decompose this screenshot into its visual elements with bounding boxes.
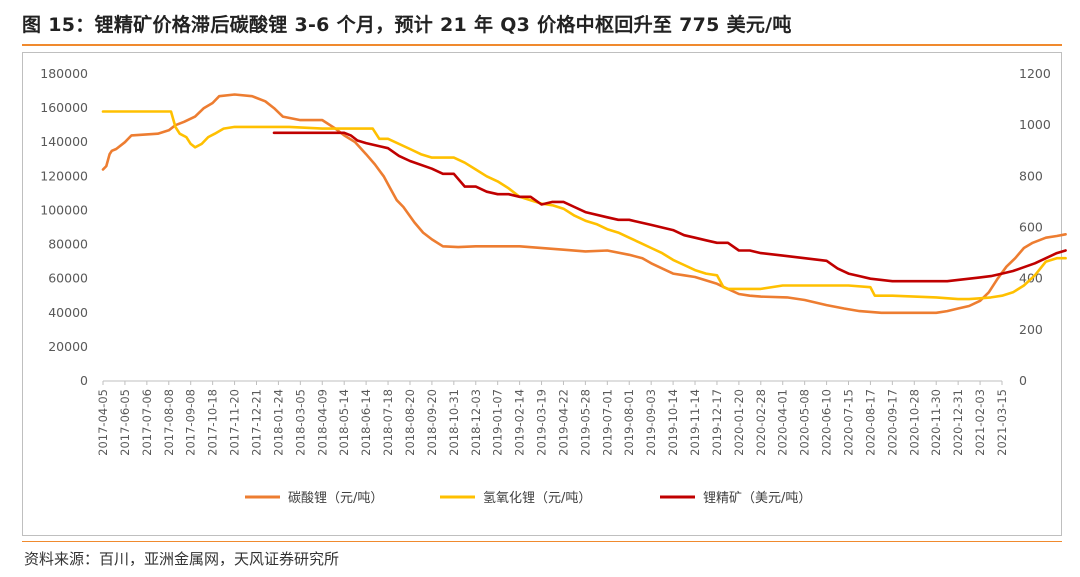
x-tick-label: 2018-09-20: [425, 389, 439, 456]
x-tick-label: 2019-09-03: [644, 389, 658, 456]
y-left-tick-label: 0: [80, 373, 88, 388]
x-tick-label: 2018-01-24: [271, 389, 285, 456]
x-tick-label: 2018-07-18: [381, 389, 395, 456]
y-right-tick-label: 0: [1019, 373, 1027, 388]
x-tick-label: 2020-10-28: [907, 389, 921, 456]
series-layer: [101, 93, 1067, 315]
page-title: 图 15：锂精矿价格滞后碳酸锂 3-6 个月，预计 21 年 Q3 价格中枢回升…: [22, 14, 792, 36]
y-left-tick-label: 160000: [40, 100, 88, 115]
x-tick-label: 2020-04-01: [776, 389, 790, 456]
x-tick-label: 2019-07-01: [600, 389, 614, 456]
x-tick-label: 2019-10-14: [666, 389, 680, 456]
x-tick-label: 2018-10-31: [447, 389, 461, 456]
x-tick-label: 2017-06-05: [118, 389, 132, 456]
y-left-tick-label: 140000: [40, 134, 88, 149]
y-left-tick-label: 60000: [48, 271, 88, 286]
x-tick-label: 2017-11-20: [228, 389, 242, 456]
x-tick-label: 2020-06-10: [820, 389, 834, 456]
footer-rule: [22, 541, 1062, 542]
x-tick-label: 2017-09-08: [184, 389, 198, 456]
x-tick-label: 2018-08-20: [403, 389, 417, 456]
x-tick-label: 2017-04-05: [96, 389, 110, 456]
y-right-tick-label: 1200: [1019, 66, 1051, 81]
x-tick-label: 2021-02-03: [973, 389, 987, 456]
chart-frame: [22, 52, 1062, 536]
x-axis: 2017-04-05 2017-06-05 2017-07-06 2017-08-08…: [96, 380, 1009, 456]
series-line-lithium-carbonate: [101, 93, 1067, 315]
x-tick-label: 2019-11-14: [688, 389, 702, 456]
x-tick-label: 2021-03-15: [995, 389, 1009, 456]
x-tick-label: 2019-03-19: [535, 389, 549, 456]
x-tick-label: 2020-12-31: [951, 389, 965, 456]
y-right-tick-label: 1000: [1019, 117, 1051, 132]
left-axis: 0 20000 40000 60000 80000 100000 120000 140000 1…: [40, 66, 88, 388]
x-tick-label: 2020-11-30: [929, 389, 943, 456]
x-tick-label: 2019-02-14: [513, 389, 527, 456]
series-line-spodumene: [272, 131, 1067, 283]
x-tick-label: 2018-03-05: [293, 389, 307, 456]
x-tick-label: 2017-12-21: [249, 389, 263, 456]
y-left-tick-label: 20000: [48, 339, 88, 354]
y-right-tick-label: 800: [1019, 168, 1043, 183]
y-right-tick-label: 600: [1019, 220, 1043, 235]
y-left-tick-label: 100000: [40, 202, 88, 217]
x-tick-label: 2019-04-22: [556, 389, 570, 456]
y-left-tick-label: 180000: [40, 66, 88, 81]
x-tick-label: 2019-01-07: [491, 389, 505, 456]
y-left-tick-label: 40000: [48, 305, 88, 320]
x-tick-label: 2017-10-18: [206, 389, 220, 456]
title-rule: [22, 44, 1062, 46]
x-tick-label: 2018-04-09: [315, 389, 329, 456]
legend-label-spodumene: 锂精矿（美元/吨）: [703, 491, 811, 506]
x-tick-label: 2019-12-17: [710, 389, 724, 456]
x-tick-label: 2017-07-06: [140, 389, 154, 456]
source-note: 资料来源：百川，亚洲金属网，天风证券研究所: [24, 550, 340, 568]
x-tick-label: 2019-05-28: [578, 389, 592, 456]
x-tick-label: 2020-02-28: [754, 389, 768, 456]
x-tick-label: 2020-08-17: [863, 389, 877, 456]
y-left-tick-label: 120000: [40, 168, 88, 183]
x-tick-label: 2018-12-03: [469, 389, 483, 456]
legend-label-lithium-carbonate: 碳酸锂（元/吨）: [288, 491, 383, 506]
y-left-tick-label: 80000: [48, 237, 88, 252]
x-tick-label: 2018-06-14: [359, 389, 373, 456]
legend-label-lithium-hydroxide: 氢氧化锂（元/吨）: [483, 491, 591, 506]
x-tick-label: 2019-08-01: [622, 389, 636, 456]
x-tick-label: 2020-01-20: [732, 389, 746, 456]
series-line-lithium-hydroxide: [101, 110, 1067, 301]
x-tick-label: 2017-08-08: [162, 389, 176, 456]
y-right-tick-label: 200: [1019, 322, 1043, 337]
x-tick-label: 2020-05-08: [798, 389, 812, 456]
legend: 碳酸锂（元/吨） 氢氧化锂（元/吨） 锂精矿（美元/吨）: [245, 491, 811, 506]
x-tick-label: 2018-05-14: [337, 389, 351, 456]
x-tick-label: 2020-09-17: [885, 389, 899, 456]
x-tick-label: 2020-07-15: [842, 389, 856, 456]
